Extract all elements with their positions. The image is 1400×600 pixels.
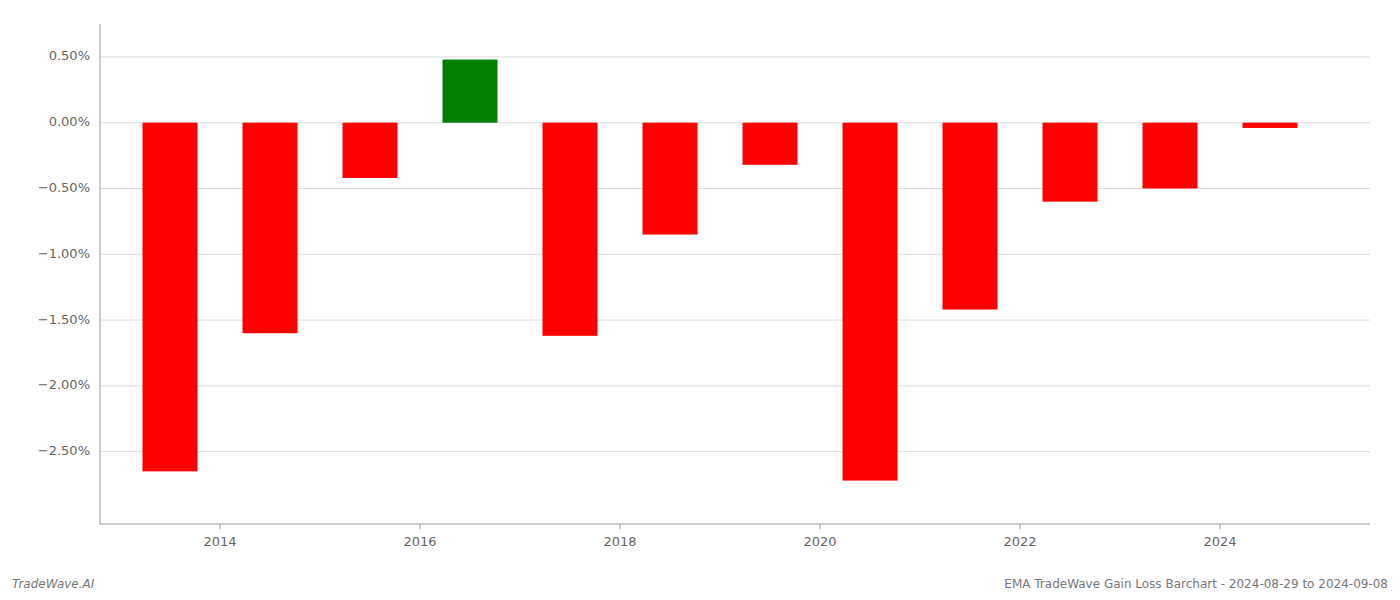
x-tick-label: 2024 — [1203, 534, 1236, 549]
y-axis: −2.50% −2.00% −1.50% −1.00% −0.50% 0.00% 0.50% — [38, 48, 90, 458]
bar — [943, 123, 998, 310]
x-tick-label: 2022 — [1003, 534, 1036, 549]
grid — [100, 57, 1370, 452]
x-tick — [1220, 524, 1221, 529]
y-tick-label: 0.00% — [49, 114, 90, 129]
bars — [143, 60, 1298, 481]
x-tick-label: 2014 — [203, 534, 236, 549]
bar — [743, 123, 798, 165]
bar — [1043, 123, 1098, 202]
footer-text: EMA TradeWave Gain Loss Barchart - 2024-… — [1004, 577, 1388, 591]
grid-line — [100, 385, 1370, 386]
x-tick-label: 2020 — [803, 534, 836, 549]
y-tick-label: −1.50% — [38, 312, 90, 327]
grid-line — [100, 451, 1370, 452]
x-tick — [420, 524, 421, 529]
bar — [843, 123, 898, 481]
grid-line — [100, 56, 1370, 57]
bar — [243, 123, 298, 334]
bar — [1243, 123, 1298, 128]
bar — [143, 123, 198, 472]
bar — [643, 123, 698, 235]
y-tick-label: −2.00% — [38, 377, 90, 392]
y-tick-label: −1.00% — [38, 246, 90, 261]
y-tick-label: −2.50% — [38, 443, 90, 458]
chart: −2.50% −2.00% −1.50% −1.00% −0.50% 0.00% 0.50%… — [0, 0, 1400, 600]
y-axis-line — [100, 24, 101, 524]
x-tick — [820, 524, 821, 529]
y-tick-label: −0.50% — [38, 180, 90, 195]
footer-text: TradeWave.AI — [12, 577, 95, 591]
x-tick — [220, 524, 221, 529]
x-tick-label: 2018 — [603, 534, 636, 549]
y-tick-label: 0.50% — [49, 48, 90, 63]
x-tick — [1020, 524, 1021, 529]
x-tick-label: 2016 — [403, 534, 436, 549]
bar — [1143, 123, 1198, 189]
bar — [343, 123, 398, 178]
x-axis-line — [100, 524, 1370, 525]
bar — [443, 60, 498, 123]
x-tick — [620, 524, 621, 529]
bar — [543, 123, 598, 336]
x-axis: 2014 2016 2018 2020 2022 2024 — [203, 524, 1236, 549]
